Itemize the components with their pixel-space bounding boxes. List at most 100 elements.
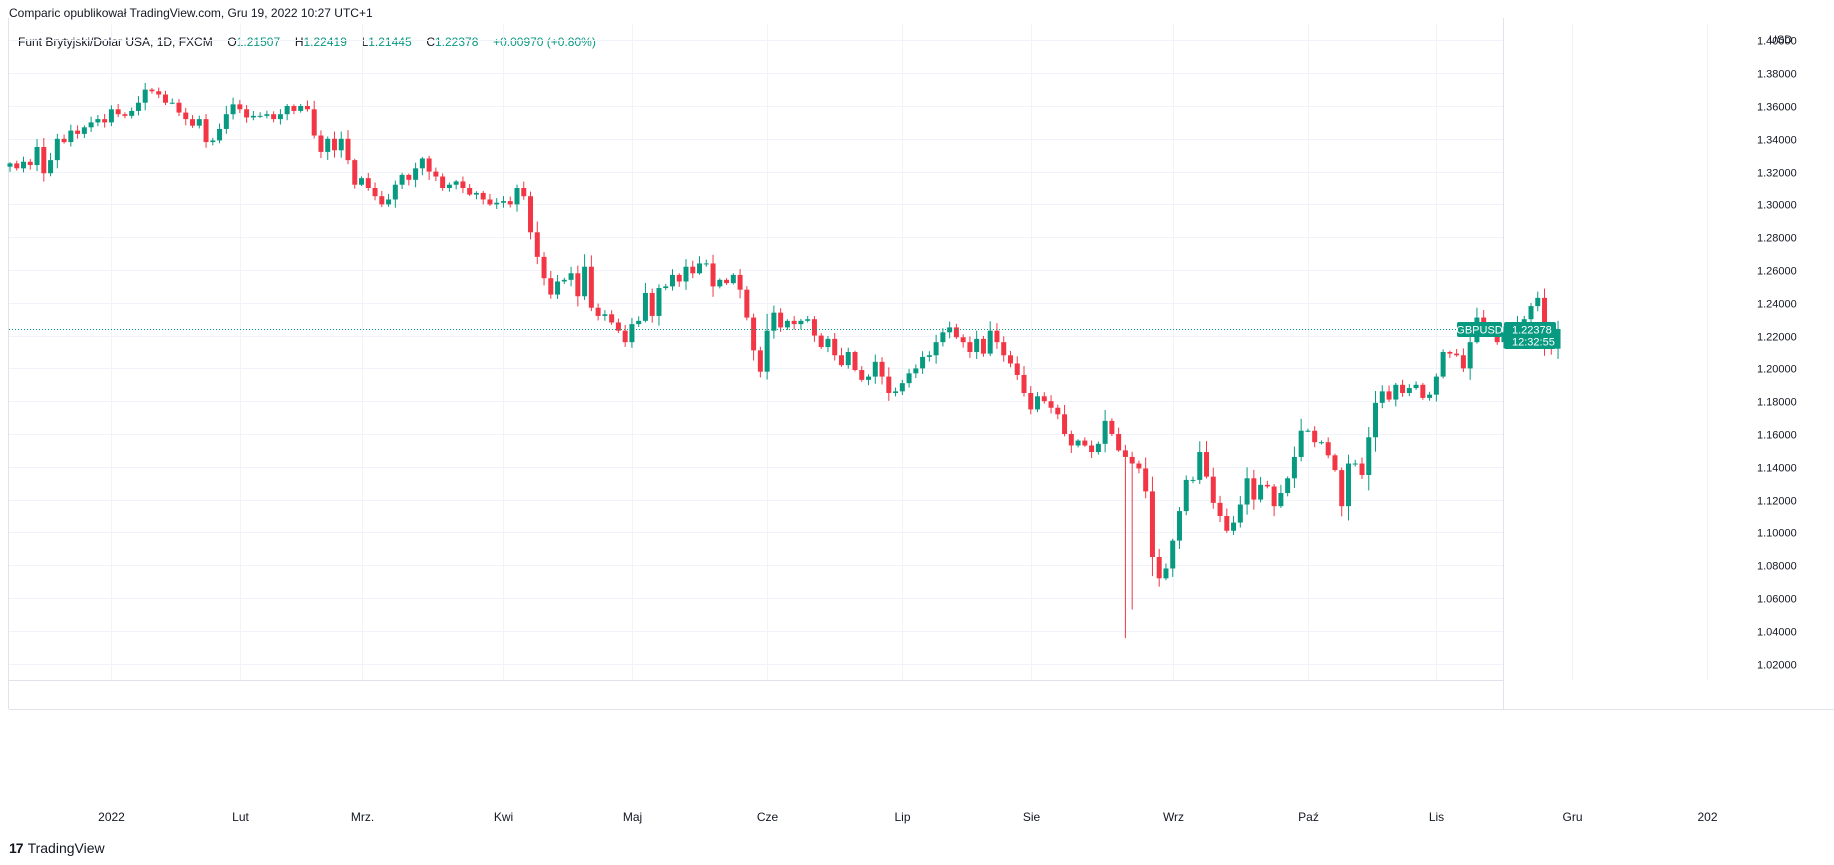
- candle-body: [913, 368, 919, 374]
- candle-body: [960, 337, 966, 343]
- candle-body: [1116, 434, 1122, 451]
- time-tick-label: 202: [1697, 810, 1717, 824]
- currency-label: USD: [1769, 34, 1793, 46]
- tradingview-logo[interactable]: 17 TradingView: [9, 840, 105, 856]
- candle-body: [1210, 476, 1216, 503]
- candle-body: [1379, 391, 1385, 403]
- candle-body: [142, 89, 148, 103]
- candle-body: [622, 330, 628, 343]
- symbol-tag: [1457, 322, 1502, 337]
- candle-body: [494, 202, 500, 205]
- price-tag-value: 1.22378: [1512, 325, 1552, 337]
- price-tick-label: 1.20000: [1757, 364, 1797, 376]
- candle-body: [48, 160, 54, 174]
- price-tick-label: 1.32000: [1757, 168, 1797, 180]
- candle-body: [967, 342, 973, 352]
- candle-body: [1136, 463, 1142, 469]
- candle-body: [730, 274, 736, 284]
- candle-body: [277, 114, 283, 120]
- candle-body: [507, 201, 513, 205]
- candle-body: [1062, 414, 1068, 434]
- candle-body: [345, 138, 351, 161]
- candle-body: [1318, 442, 1324, 444]
- candle-body: [561, 279, 567, 282]
- candle-body: [379, 196, 385, 205]
- candle-body: [1244, 478, 1250, 505]
- candle-body: [859, 370, 865, 380]
- candle-body: [1386, 391, 1392, 400]
- candle-body: [764, 330, 770, 372]
- candles: [7, 83, 1561, 639]
- candle-body: [771, 312, 777, 331]
- candle-body: [61, 138, 67, 143]
- price-axis: 1.02000 1.04000 1.06000 1.08000 1.10000 1.120…: [1757, 36, 1797, 672]
- change-value: +0.00970 (+0.80%): [493, 35, 596, 49]
- candle-body: [1285, 478, 1291, 494]
- symbol-tag-text: GBPUSD: [1456, 325, 1503, 337]
- candle-body: [582, 266, 588, 297]
- candle-body: [1251, 478, 1257, 500]
- candle-body: [1521, 319, 1527, 323]
- candle-body: [102, 119, 108, 123]
- candle-body: [81, 127, 87, 134]
- price-tick-label: 1.08000: [1757, 561, 1797, 573]
- candle-body: [1149, 491, 1155, 557]
- candle-body: [1373, 402, 1379, 438]
- candle-body: [534, 232, 540, 257]
- tradingview-mark-icon: 17: [9, 840, 24, 856]
- candle-body: [237, 104, 243, 110]
- candle-body: [1176, 511, 1182, 541]
- open-value: 1.21507: [236, 35, 281, 49]
- price-tick-label: 1.18000: [1757, 397, 1797, 409]
- candle-body: [1542, 297, 1548, 341]
- time-axis: 2022 Lut Mrz. Kwi Maj Cze Lip Sie Wrz Paź Lis Gru 20…: [98, 810, 1718, 824]
- candle-body: [751, 317, 757, 351]
- price-tick-label: 1.10000: [1757, 528, 1797, 540]
- candle-body: [791, 320, 797, 325]
- candle-body: [1075, 440, 1081, 446]
- candle-body: [1555, 329, 1561, 349]
- candle-body: [1055, 407, 1061, 415]
- close-value: 1.22378: [435, 35, 479, 49]
- candle-body: [419, 158, 425, 169]
- candle-body: [223, 114, 229, 129]
- candle-body: [14, 163, 20, 169]
- price-tick-label: 1.16000: [1757, 430, 1797, 442]
- candle-body: [386, 199, 392, 205]
- high-label: H: [294, 35, 304, 49]
- candle-body: [1190, 479, 1196, 481]
- candle-body: [920, 356, 926, 369]
- low-label: L: [361, 35, 369, 49]
- close-label: C: [426, 35, 435, 49]
- candle-body: [264, 114, 270, 116]
- candle-body: [1082, 440, 1088, 446]
- candle-body: [669, 274, 675, 287]
- candle-body: [1068, 434, 1074, 446]
- candle-body: [257, 115, 263, 117]
- candle-body: [1298, 430, 1304, 457]
- candle-body: [1501, 332, 1507, 343]
- candle-body: [528, 196, 534, 233]
- candle-body: [947, 327, 953, 333]
- candle-body: [1400, 384, 1406, 393]
- candle-body: [291, 106, 297, 111]
- candle-body: [1528, 306, 1534, 320]
- candle-body: [338, 138, 344, 151]
- open-label: O: [227, 35, 237, 49]
- candle-body: [135, 102, 141, 111]
- candle-body: [514, 188, 520, 205]
- candle-body: [156, 91, 162, 95]
- candle-body: [1095, 443, 1101, 453]
- candle-body: [1183, 479, 1189, 512]
- symbol-description[interactable]: Funt Brytyjski/Dolar USA, 1D, FXCM: [18, 35, 213, 49]
- candle-body: [304, 106, 310, 110]
- candle-body: [284, 106, 290, 115]
- candle-body: [683, 266, 689, 282]
- time-tick-label: Cze: [757, 810, 779, 824]
- candle-body: [940, 332, 946, 343]
- candle-body: [1035, 396, 1041, 410]
- candle-body: [710, 263, 716, 287]
- candle-body: [1433, 376, 1439, 395]
